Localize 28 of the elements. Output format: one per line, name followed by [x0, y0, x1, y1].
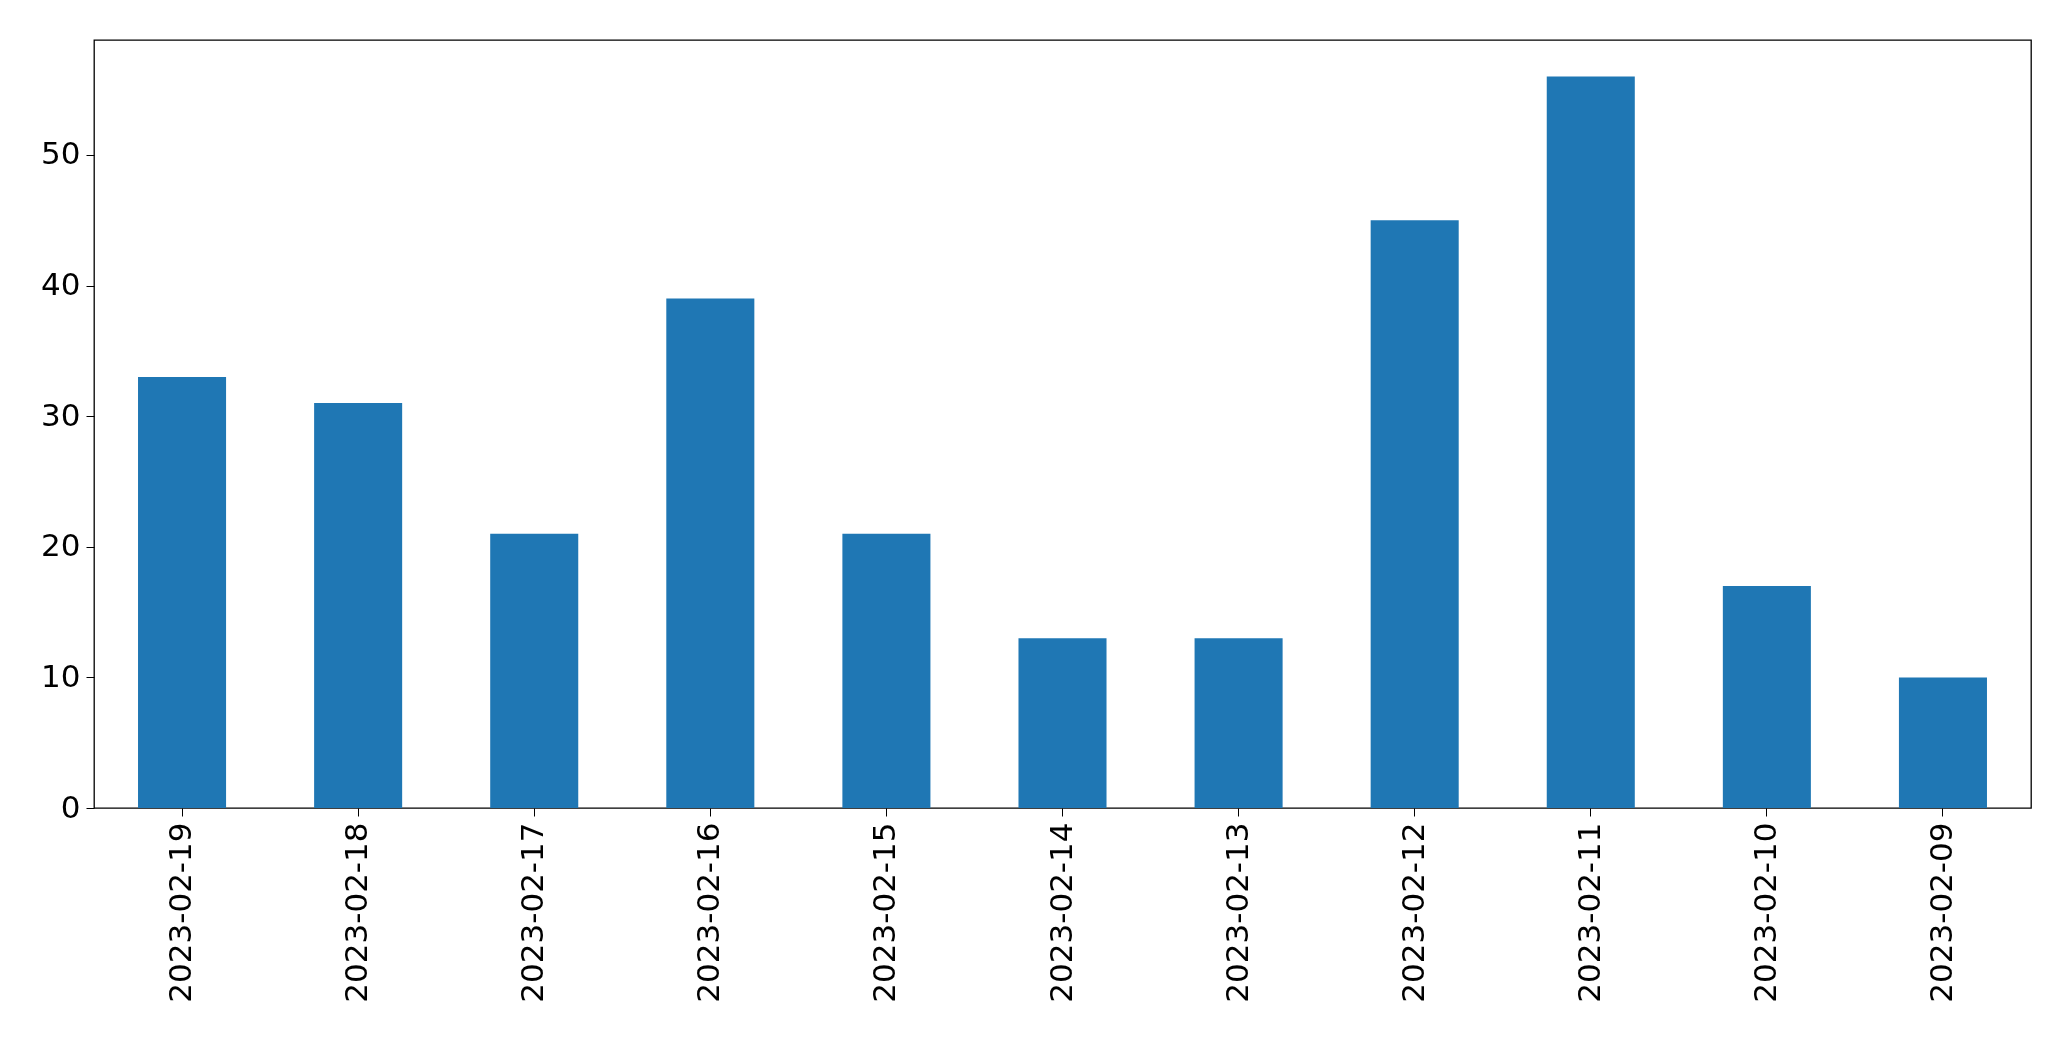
bar: [314, 403, 403, 808]
x-tick-label: 2023-02-11: [1570, 822, 1607, 1003]
bar: [1546, 76, 1635, 808]
bar: [1370, 220, 1459, 808]
y-tick-label: 10: [41, 657, 81, 694]
bar: [1194, 638, 1283, 808]
bar: [490, 533, 579, 808]
x-tick-label: 2023-02-14: [1042, 822, 1079, 1003]
x-tick-label: 2023-02-10: [1746, 822, 1783, 1003]
x-tick-label: 2023-02-16: [690, 822, 727, 1003]
x-tick-label: 2023-02-17: [514, 822, 551, 1003]
x-tick-label: 2023-02-09: [1922, 822, 1959, 1003]
x-tick-label: 2023-02-19: [162, 822, 199, 1003]
y-tick-label: 20: [41, 527, 81, 564]
bar: [1722, 585, 1811, 808]
bar: [842, 533, 931, 808]
x-tick-label: 2023-02-13: [1218, 822, 1255, 1003]
bar: [1018, 638, 1107, 808]
x-tick-label: 2023-02-15: [866, 822, 903, 1003]
bar: [1898, 677, 1987, 808]
x-tick-label: 2023-02-12: [1394, 822, 1431, 1003]
bar: [138, 376, 227, 808]
y-tick-label: 50: [41, 135, 81, 172]
x-tick-label: 2023-02-18: [338, 822, 375, 1003]
y-tick-label: 40: [41, 266, 81, 303]
y-tick-label: 30: [41, 396, 81, 433]
bar: [666, 298, 755, 808]
y-tick-label: 0: [60, 788, 81, 825]
